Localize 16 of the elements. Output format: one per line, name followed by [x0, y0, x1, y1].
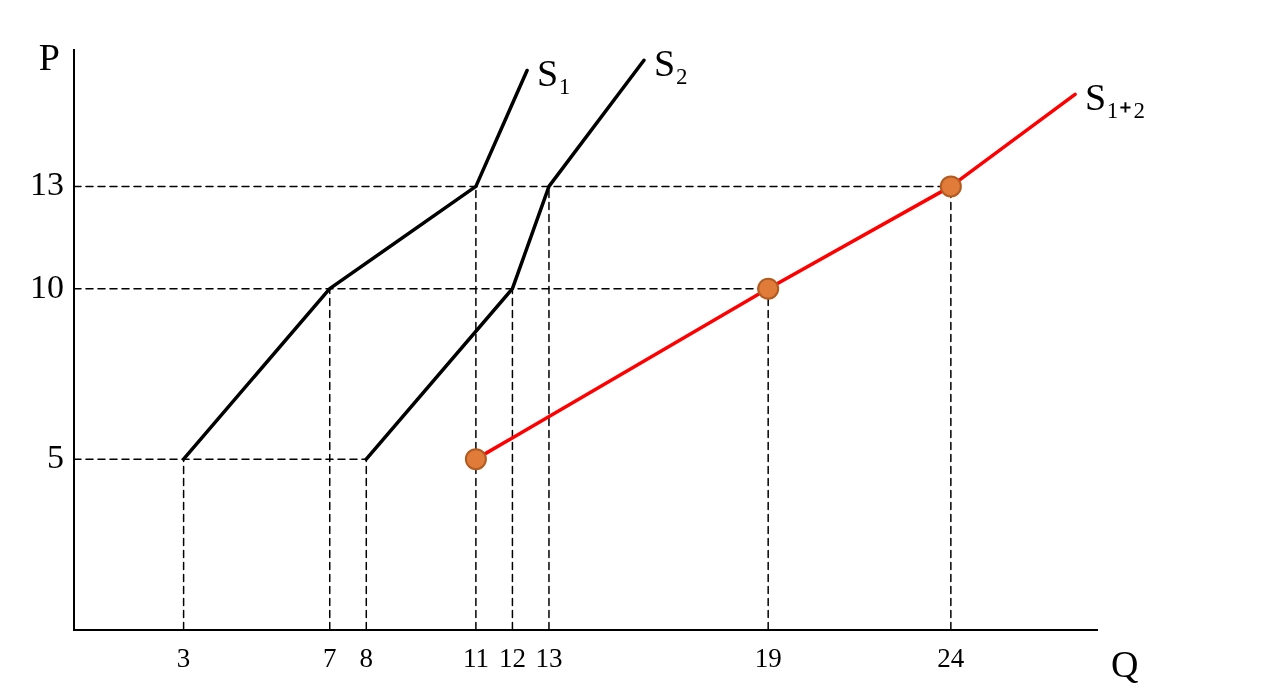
- y-tick-label: 13: [30, 165, 64, 203]
- x-tick-label: 13: [535, 642, 563, 673]
- x-tick-label: 24: [937, 642, 965, 673]
- x-tick-label: 8: [359, 642, 374, 673]
- y-tick-label: 10: [30, 267, 64, 305]
- x-tick-label: 7: [323, 642, 337, 673]
- x-axis-title: Q: [1111, 642, 1139, 685]
- y-tick-label: 5: [47, 438, 64, 476]
- x-tick-label: 3: [176, 642, 191, 673]
- x-tick-label: 12: [498, 642, 526, 673]
- y-axis-title: P: [38, 35, 60, 78]
- series-label: S₁: [537, 52, 572, 95]
- x-tick-label: 11: [462, 642, 489, 673]
- x-tick-label: 19: [754, 642, 782, 673]
- series-label: S₁₊₂: [1085, 76, 1146, 119]
- series-label: S₂: [653, 42, 689, 85]
